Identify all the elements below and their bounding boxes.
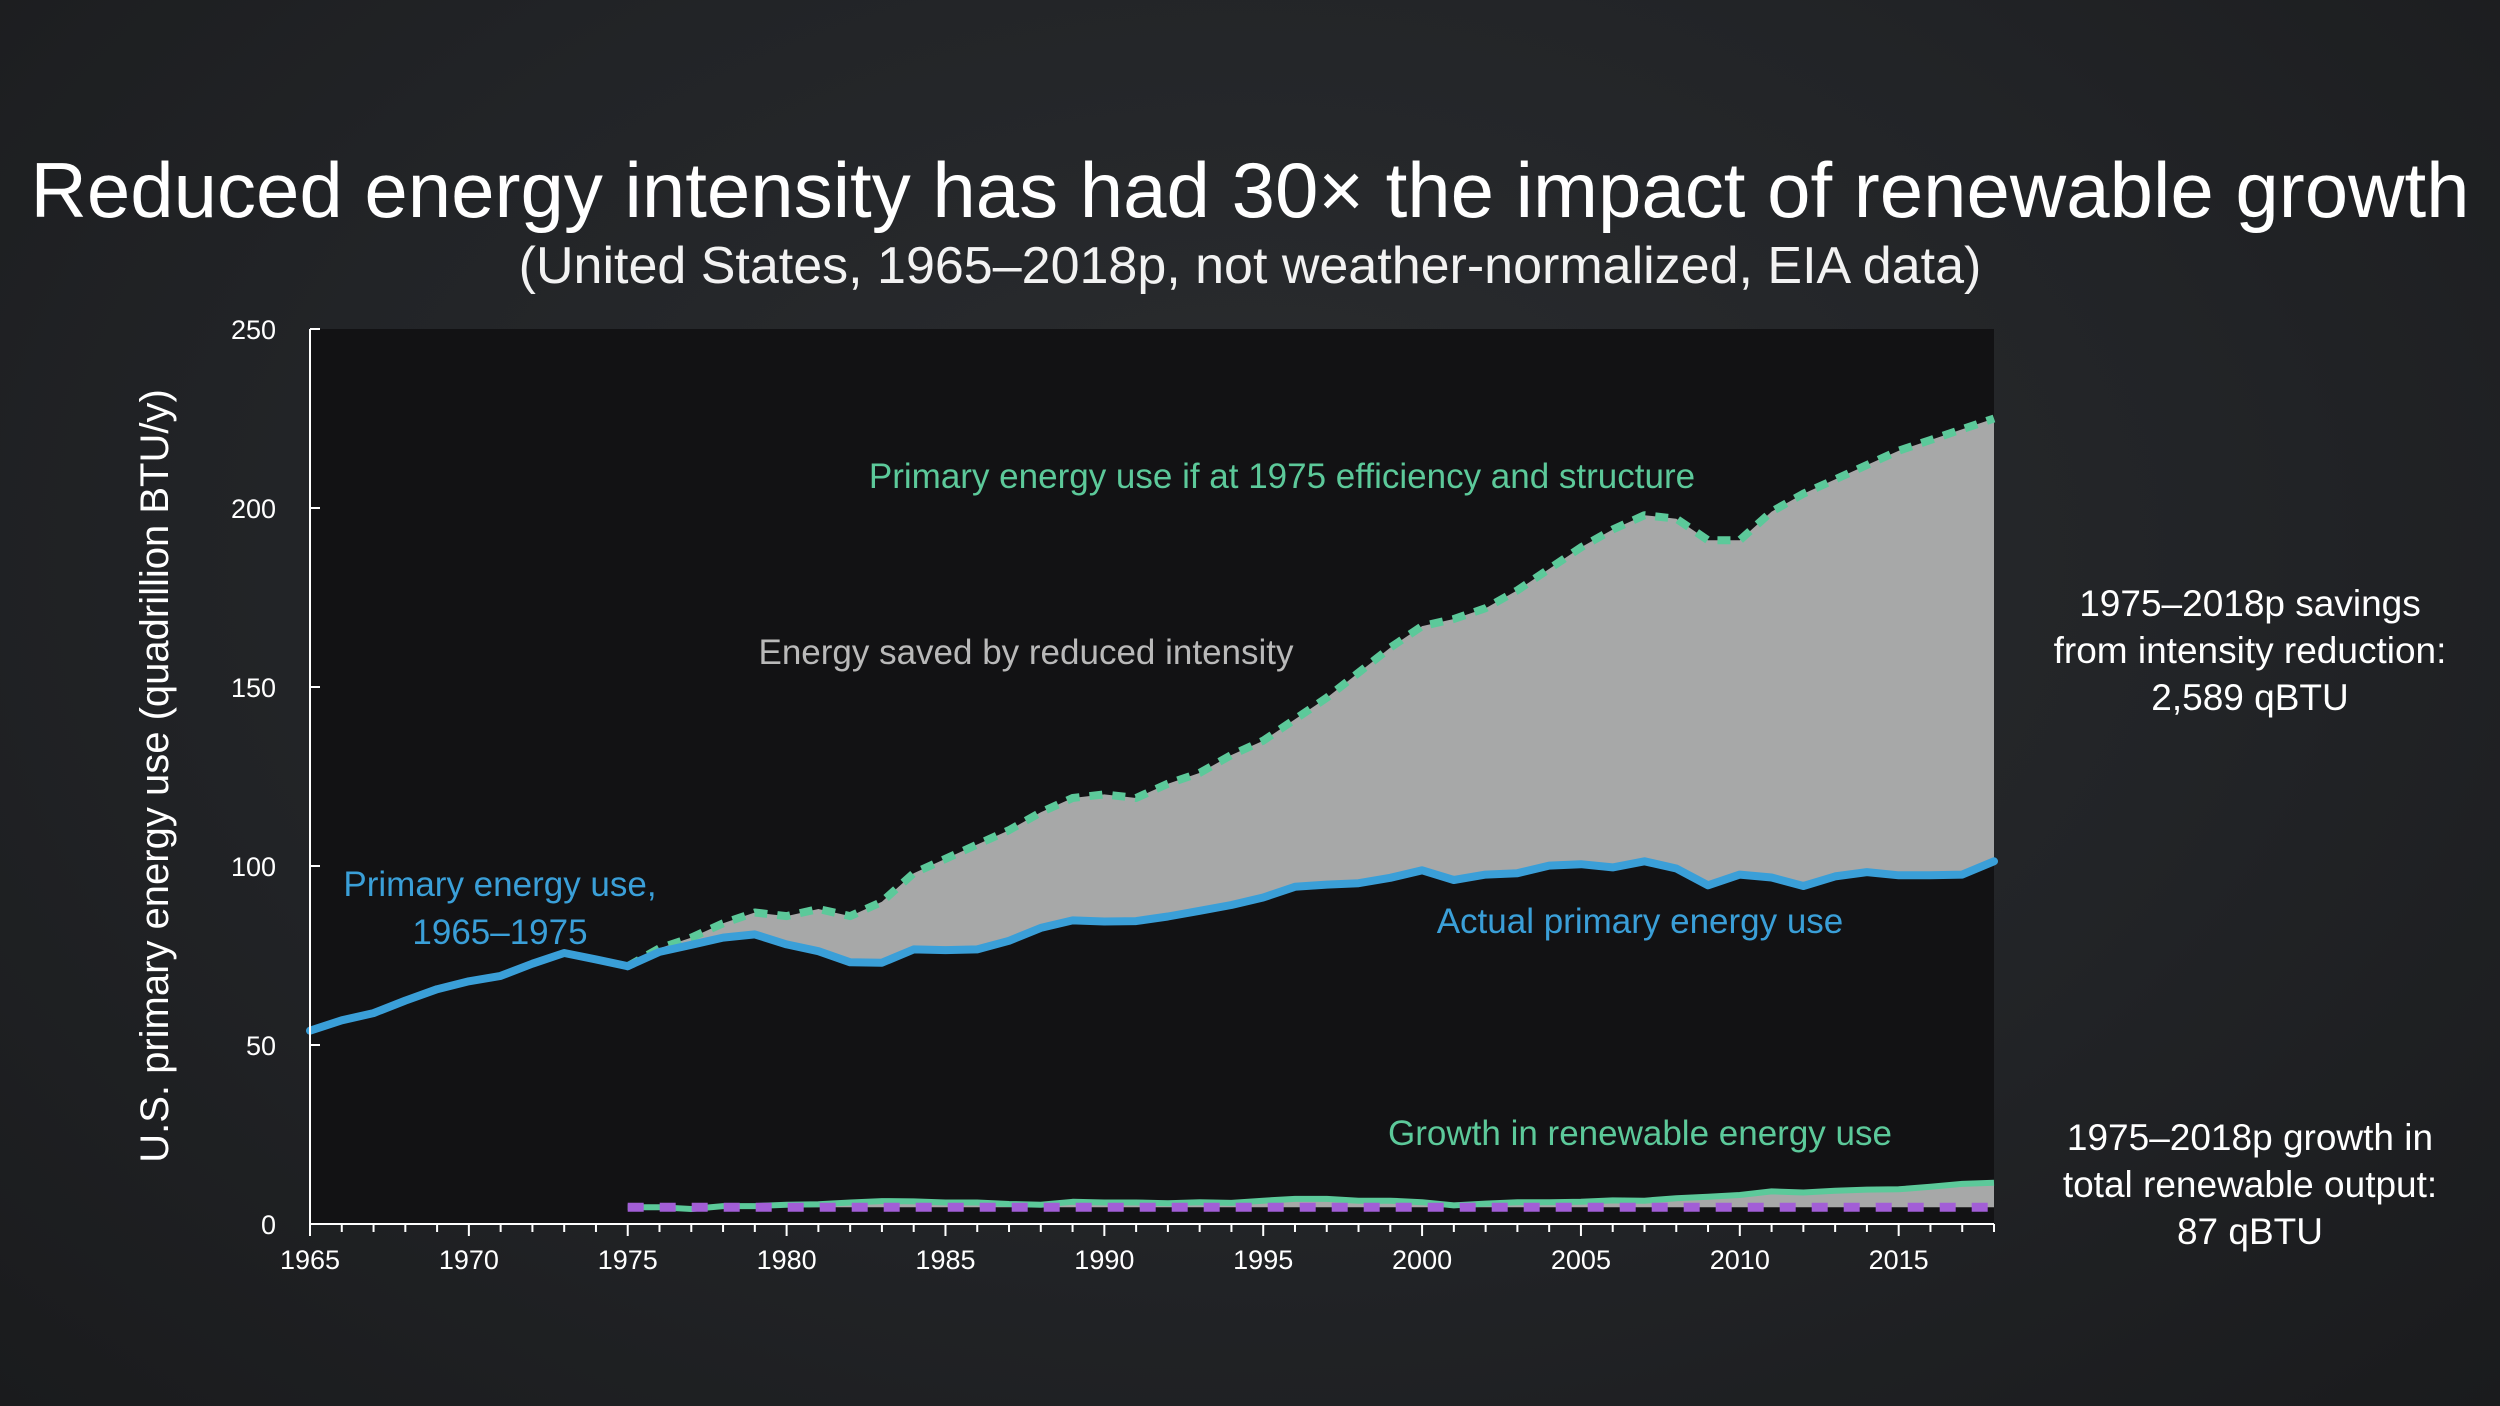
early-energy-line <box>306 949 632 1035</box>
savings-note-line-2: from intensity reduction: <box>2053 630 2447 671</box>
savings-note: 1975–2018p savings from intensity reduct… <box>2010 580 2490 721</box>
x-tick-label: 2005 <box>1551 1245 1611 1275</box>
chart-title: Reduced energy intensity has had 30× the… <box>30 146 2470 234</box>
x-tick-label: 1990 <box>1074 1245 1134 1275</box>
x-tick-label: 1995 <box>1233 1245 1293 1275</box>
actual-energy-label: Actual primary energy use <box>1437 902 1844 941</box>
y-tick-label: 150 <box>231 673 276 703</box>
chart-subtitle: (United States, 1965–2018p, not weather-… <box>518 237 1982 295</box>
renewables-note-line-3: 87 qBTU <box>2176 1211 2323 1252</box>
x-tick-label: 2015 <box>1869 1245 1929 1275</box>
energy-saved-label: Energy saved by reduced intensity <box>758 633 1294 672</box>
energy-saved-area <box>627 418 1995 967</box>
renewable-growth-label: Growth in renewable energy use <box>1388 1114 1892 1153</box>
savings-note-line-3: 2,589 qBTU <box>2151 677 2349 718</box>
counterfactual-energy-line <box>625 414 1996 970</box>
renewable-energy-line <box>627 1179 1995 1212</box>
renewables-note-line-1: 1975–2018p growth in <box>2066 1117 2434 1158</box>
x-tick-label: 1985 <box>915 1245 975 1275</box>
y-tick-label: 200 <box>231 494 276 524</box>
savings-note-line-1: 1975–2018p savings <box>2079 583 2421 624</box>
x-tick-label: 2000 <box>1392 1245 1452 1275</box>
x-tick-label: 2010 <box>1710 1245 1770 1275</box>
y-tick-label: 0 <box>261 1210 276 1240</box>
x-tick-label: 1965 <box>280 1245 340 1275</box>
actual-energy-line <box>623 857 1998 971</box>
renewables-note-line-2: total renewable output: <box>2062 1164 2438 1205</box>
counterfactual-label: Primary energy use if at 1975 efficiency… <box>869 457 1695 496</box>
y-axis-label: U.S. primary energy use (quadrillion BTU… <box>133 389 177 1163</box>
x-tick-label: 1970 <box>439 1245 499 1275</box>
x-tick-label: 1980 <box>757 1245 817 1275</box>
y-tick-label: 100 <box>231 852 276 882</box>
renewables-note: 1975–2018p growth in total renewable out… <box>2010 1114 2490 1255</box>
early-energy-label-line-2: 1965–1975 <box>412 913 587 952</box>
y-tick-label: 250 <box>231 315 276 345</box>
early-energy-label-line-1: Primary energy use, <box>343 865 656 904</box>
x-tick-label: 1975 <box>598 1245 658 1275</box>
y-tick-label: 50 <box>246 1031 276 1061</box>
